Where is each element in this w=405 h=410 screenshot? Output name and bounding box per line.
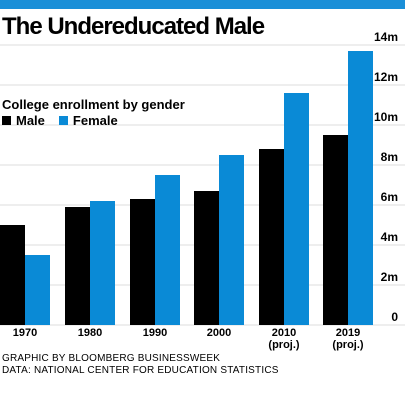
bar-male-1990: [130, 199, 155, 325]
y-tick-label: 4m: [381, 230, 398, 244]
x-tick-label: 1990: [143, 327, 167, 339]
y-tick-label: 10m: [374, 110, 398, 124]
y-tick-label: 6m: [381, 190, 398, 204]
chart-subtitle: College enrollment by gender: [2, 97, 185, 112]
y-tick-label: 0: [391, 310, 398, 324]
y-tick-label: 8m: [381, 150, 398, 164]
bar-female-2000: [219, 155, 244, 325]
y-tick-label: 14m: [374, 30, 398, 44]
credit-data-source: DATA: NATIONAL CENTER FOR EDUCATION STAT…: [2, 365, 279, 376]
legend-label-male: Male: [16, 113, 45, 128]
bar-female-1980: [90, 201, 115, 325]
legend-swatch-female: [58, 116, 68, 125]
bar-female-2010: [284, 93, 309, 325]
x-tick-label: 1980: [78, 327, 102, 339]
legend: Male Female: [2, 113, 132, 128]
x-tick-label: 2010: [272, 327, 296, 339]
bar-male-2010: [259, 149, 284, 325]
x-tick-label: 2019: [336, 327, 360, 339]
y-tick-label: 2m: [381, 270, 398, 284]
credit-graphic: GRAPHIC BY BLOOMBERG BUSINESSWEEK: [2, 353, 221, 364]
bar-male-1970: [0, 225, 25, 325]
x-tick-label: 2000: [207, 327, 231, 339]
legend-label-female: Female: [72, 113, 118, 128]
legend-entry-female: Female: [58, 113, 118, 128]
x-tick-label: (proj.): [268, 339, 299, 351]
x-tick-label: (proj.): [332, 339, 363, 351]
bar-female-1990: [155, 175, 180, 325]
top-accent-bar: [0, 0, 405, 9]
x-tick-label: 1970: [13, 327, 37, 339]
legend-swatch-male: [2, 116, 11, 125]
bar-male-2019: [323, 135, 348, 325]
chart-title: The Undereducated Male: [2, 13, 265, 40]
bar-male-1980: [65, 207, 90, 325]
y-tick-label: 12m: [374, 70, 398, 84]
bar-male-2000: [194, 191, 219, 325]
bar-female-1970: [25, 255, 50, 325]
legend-entry-male: Male: [2, 113, 45, 128]
bar-female-2019: [348, 51, 373, 325]
